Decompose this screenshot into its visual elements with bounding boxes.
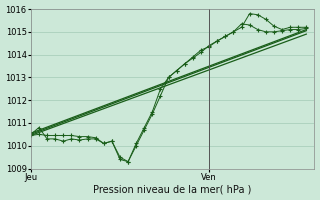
- X-axis label: Pression niveau de la mer( hPa ): Pression niveau de la mer( hPa ): [93, 184, 252, 194]
